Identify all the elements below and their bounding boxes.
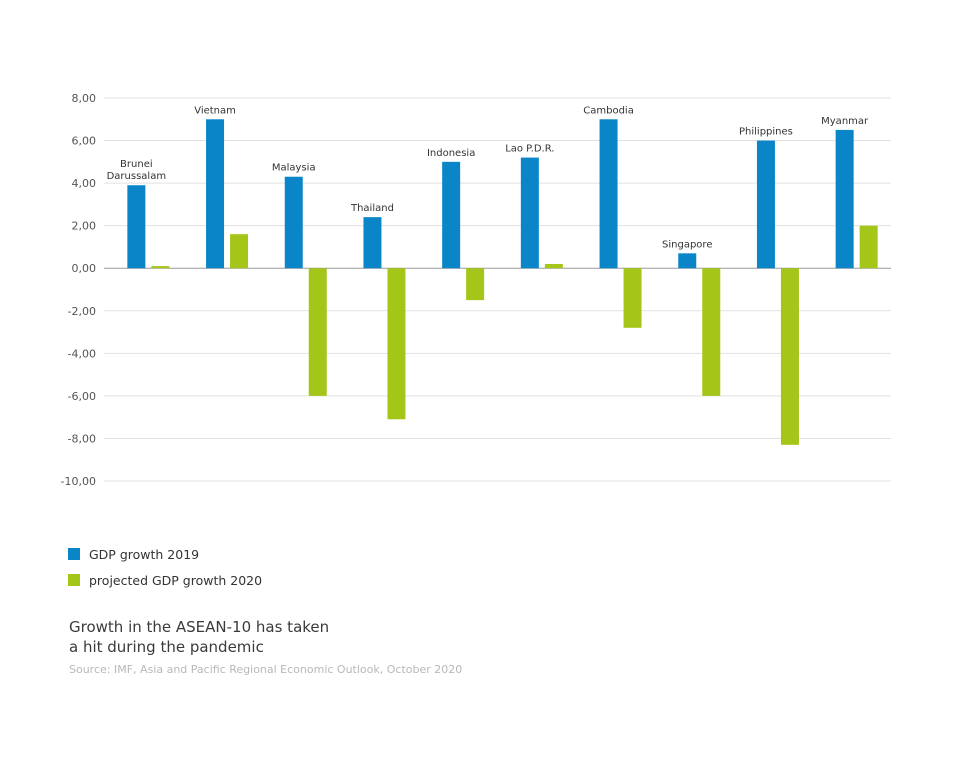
category-label: Malaysia xyxy=(272,163,316,174)
bar-gdp-2020-philippines xyxy=(780,268,799,445)
bar-gdp-2020-malaysia xyxy=(308,268,327,396)
category-label: Singapore xyxy=(662,239,712,250)
bar-gdp-2019-brunei-darussalam xyxy=(127,185,146,269)
y-tick-label: -10,00 xyxy=(61,475,96,488)
bar-gdp-2020-vietnam xyxy=(230,234,249,269)
category-label: Cambodia xyxy=(583,105,634,116)
bar-gdp-2020-brunei-darussalam xyxy=(151,266,170,269)
y-tick-label: 2,00 xyxy=(72,220,97,233)
y-tick-label: 8,00 xyxy=(72,92,97,105)
chart-legend: GDP growth 2019 projected GDP growth 202… xyxy=(68,541,262,593)
bar-gdp-2019-lao-p-d-r- xyxy=(520,157,539,269)
bar-gdp-2019-philippines xyxy=(756,140,775,269)
caption-title-line-1: Growth in the ASEAN-10 has taken xyxy=(69,618,330,636)
y-tick-label: -2,00 xyxy=(68,305,96,318)
category-label: Brunei xyxy=(120,159,153,170)
legend-label-gdp-2019: GDP growth 2019 xyxy=(89,546,200,562)
bar-gdp-2019-myanmar xyxy=(835,129,854,269)
bar-gdp-2019-thailand xyxy=(363,217,382,269)
bar-gdp-2020-singapore xyxy=(702,268,721,396)
bar-gdp-2020-thailand xyxy=(387,268,406,420)
category-label: Vietnam xyxy=(194,105,236,116)
bar-gdp-2020-myanmar xyxy=(859,225,878,269)
bar-gdp-2020-cambodia xyxy=(623,268,642,328)
y-tick-label: 4,00 xyxy=(72,177,97,190)
chart-caption: Growth in the ASEAN-10 has taken a hit d… xyxy=(69,617,462,676)
legend-label-gdp-2020: projected GDP growth 2020 xyxy=(89,572,263,588)
legend-swatch-gdp-2019 xyxy=(68,548,80,560)
y-tick-label: -6,00 xyxy=(68,390,96,403)
category-label: Lao P.D.R. xyxy=(505,144,554,155)
legend-item-gdp-2019: GDP growth 2019 xyxy=(68,541,262,567)
y-tick-label: 6,00 xyxy=(72,135,97,148)
category-label: Thailand xyxy=(350,203,394,214)
bar-gdp-2019-singapore xyxy=(678,253,697,269)
bar-gdp-2019-cambodia xyxy=(599,119,618,269)
bar-gdp-2019-malaysia xyxy=(284,176,303,269)
y-tick-label: -4,00 xyxy=(68,347,96,360)
category-label: Indonesia xyxy=(427,148,475,159)
y-tick-label: 0,00 xyxy=(72,262,97,275)
caption-title-line-2: a hit during the pandemic xyxy=(69,638,264,656)
bar-gdp-2020-indonesia xyxy=(466,268,485,301)
y-tick-label: -8,00 xyxy=(68,432,96,445)
bar-chart: 8,00 6,00 4,00 2,00 0,00 -2,00 -4,00 -6,00 -8,00… xyxy=(61,92,891,488)
bar-gdp-2019-indonesia xyxy=(442,161,461,269)
legend-swatch-gdp-2020 xyxy=(68,574,80,586)
category-label: Myanmar xyxy=(821,116,869,127)
category-label: Philippines xyxy=(739,127,793,138)
category-label: Darussalam xyxy=(107,171,166,182)
bar-gdp-2019-vietnam xyxy=(206,119,225,269)
bar-gdp-2020-lao-p-d-r- xyxy=(544,263,563,269)
caption-source: Source: IMF, Asia and Pacific Regional E… xyxy=(69,663,463,676)
legend-item-gdp-2020: projected GDP growth 2020 xyxy=(68,567,262,593)
